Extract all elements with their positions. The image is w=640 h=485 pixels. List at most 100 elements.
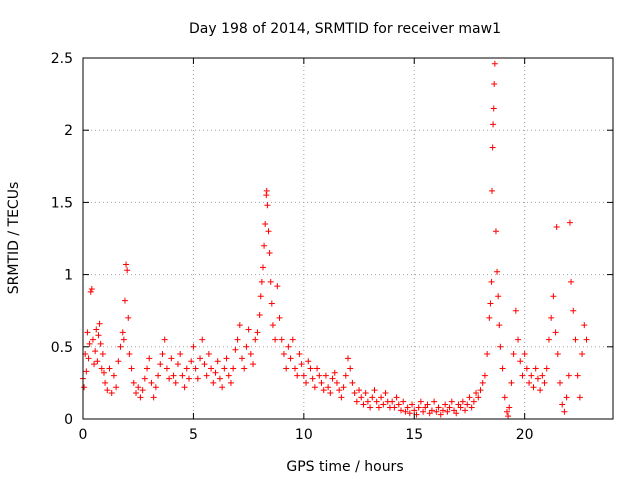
data-point bbox=[259, 264, 266, 271]
data-point bbox=[84, 329, 91, 336]
data-point bbox=[287, 355, 294, 362]
data-point bbox=[239, 355, 245, 362]
data-point bbox=[221, 365, 228, 372]
data-point bbox=[494, 268, 501, 275]
data-point bbox=[100, 369, 107, 376]
data-point bbox=[360, 401, 367, 408]
data-point bbox=[186, 375, 192, 382]
data-point bbox=[486, 314, 493, 321]
data-point bbox=[98, 365, 105, 372]
data-point bbox=[93, 326, 100, 333]
data-point bbox=[491, 60, 498, 67]
data-point bbox=[120, 336, 127, 343]
data-point bbox=[420, 408, 427, 415]
data-point bbox=[479, 379, 486, 386]
data-point bbox=[314, 365, 321, 372]
data-point bbox=[528, 372, 535, 379]
data-point bbox=[113, 384, 120, 391]
y-tick-label: 0.5 bbox=[51, 340, 73, 356]
data-point bbox=[300, 372, 307, 379]
data-point bbox=[497, 343, 504, 350]
data-point bbox=[411, 407, 418, 414]
data-point bbox=[563, 394, 570, 401]
x-axis-label: GPS time / hours bbox=[286, 459, 403, 475]
data-point bbox=[543, 365, 550, 372]
data-point bbox=[311, 384, 318, 391]
data-point bbox=[557, 379, 563, 386]
tick-layer: 0 5 10 15 20 0 0.5 1 1.5 2 2.5 bbox=[51, 51, 613, 443]
data-point bbox=[489, 144, 496, 151]
data-point bbox=[89, 336, 96, 343]
data-point bbox=[139, 387, 146, 394]
data-point bbox=[526, 379, 533, 386]
data-point bbox=[490, 105, 497, 112]
data-point bbox=[369, 394, 376, 401]
data-point bbox=[133, 390, 139, 397]
data-point bbox=[512, 307, 519, 314]
data-point bbox=[261, 242, 268, 249]
data-point bbox=[466, 394, 473, 401]
data-point bbox=[406, 410, 413, 417]
data-point bbox=[356, 387, 363, 394]
data-point bbox=[199, 336, 206, 343]
data-point bbox=[188, 358, 195, 365]
data-point bbox=[108, 390, 115, 397]
data-point bbox=[364, 398, 371, 405]
data-point bbox=[85, 355, 92, 362]
data-point bbox=[389, 398, 396, 405]
data-point bbox=[539, 372, 546, 379]
data-point bbox=[125, 314, 132, 321]
data-point bbox=[464, 401, 471, 408]
data-point bbox=[289, 336, 296, 343]
data-point bbox=[150, 394, 157, 401]
data-point bbox=[110, 372, 117, 379]
data-point bbox=[123, 261, 130, 268]
data-point bbox=[566, 219, 573, 226]
data-point bbox=[285, 343, 292, 350]
data-point bbox=[340, 384, 347, 391]
data-point bbox=[81, 384, 88, 391]
data-point bbox=[495, 293, 502, 300]
data-point bbox=[548, 314, 555, 321]
data-point bbox=[245, 326, 252, 333]
data-point bbox=[280, 351, 287, 358]
data-point bbox=[92, 348, 99, 355]
data-point bbox=[561, 408, 568, 415]
data-point bbox=[148, 379, 155, 386]
data-point bbox=[168, 355, 175, 362]
data-point bbox=[371, 387, 378, 394]
data-point bbox=[269, 322, 276, 329]
data-point bbox=[157, 361, 164, 368]
data-point bbox=[88, 286, 95, 293]
data-point bbox=[205, 351, 212, 358]
data-point bbox=[424, 401, 431, 408]
data-point bbox=[121, 297, 128, 304]
data-point bbox=[292, 365, 298, 372]
data-point bbox=[320, 387, 327, 394]
data-point bbox=[181, 384, 188, 391]
data-point bbox=[94, 358, 101, 365]
data-point bbox=[268, 300, 275, 307]
data-point bbox=[378, 394, 385, 401]
data-point bbox=[183, 365, 190, 372]
data-point bbox=[126, 351, 133, 358]
data-point bbox=[501, 394, 508, 401]
data-point bbox=[398, 407, 404, 414]
data-point bbox=[508, 379, 515, 386]
data-point bbox=[349, 379, 356, 386]
data-point bbox=[530, 384, 537, 391]
data-point bbox=[568, 278, 575, 285]
data-point bbox=[96, 320, 103, 327]
data-point bbox=[212, 369, 219, 376]
data-point bbox=[462, 407, 469, 414]
data-point bbox=[99, 351, 106, 358]
data-point bbox=[179, 372, 186, 379]
data-point bbox=[576, 394, 583, 401]
y-tick-label: 2 bbox=[64, 123, 73, 139]
data-point bbox=[579, 351, 586, 358]
data-point bbox=[473, 390, 480, 397]
data-point bbox=[468, 404, 475, 411]
data-point bbox=[230, 365, 237, 372]
data-point bbox=[565, 372, 572, 379]
